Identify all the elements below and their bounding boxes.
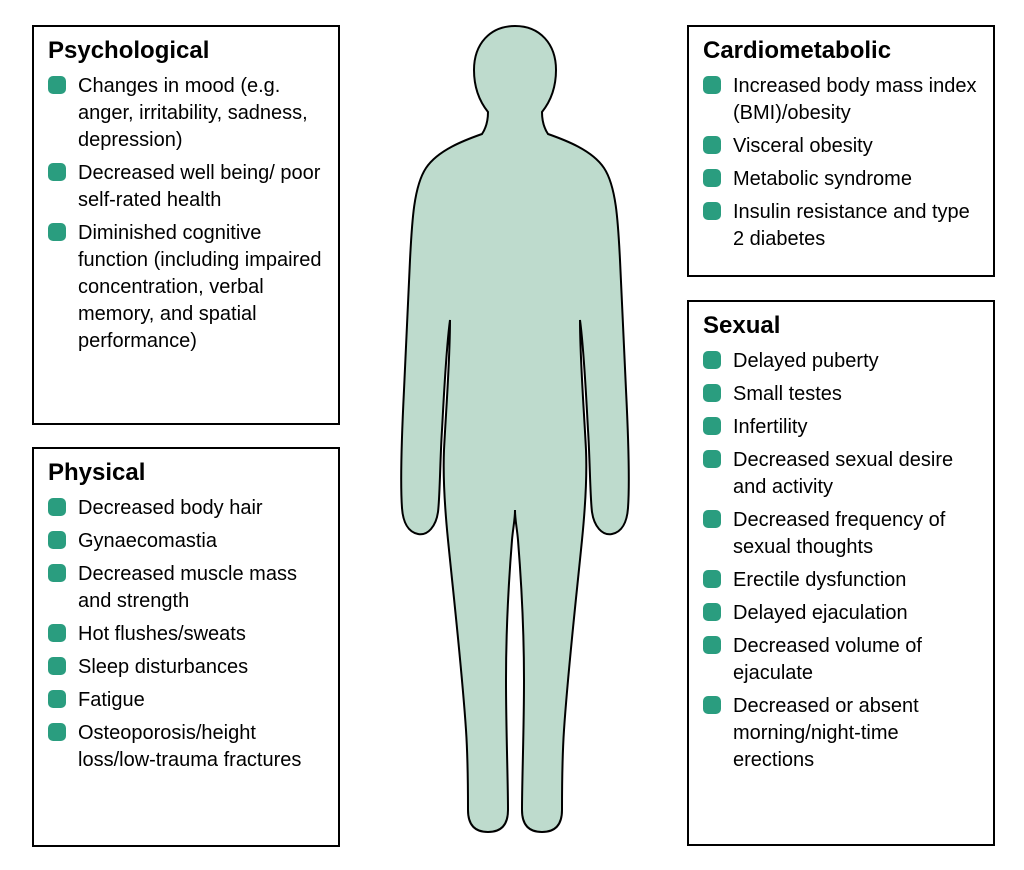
item-text: Decreased muscle mass and strength — [78, 561, 324, 615]
box-title-psychological: Psychological — [48, 37, 324, 65]
item-text: Osteoporosis/height loss/low-trauma frac… — [78, 720, 324, 774]
list-item: Insulin resistance and type 2 diabetes — [703, 199, 979, 253]
square-bullet-icon — [703, 202, 721, 220]
item-text: Decreased body hair — [78, 495, 263, 522]
item-text: Decreased frequency of sexual thoughts — [733, 507, 979, 561]
list-item: Visceral obesity — [703, 133, 979, 160]
list-item: Sleep disturbances — [48, 654, 324, 681]
body-silhouette — [370, 20, 660, 840]
box-title-physical: Physical — [48, 459, 324, 487]
item-list-physical: Decreased body hair Gynaecomastia Decrease… — [48, 495, 324, 774]
item-text: Delayed puberty — [733, 348, 879, 375]
item-text: Insulin resistance and type 2 diabetes — [733, 199, 979, 253]
square-bullet-icon — [703, 570, 721, 588]
category-box-physical: Physical Decreased body hair Gynaecomastia… — [32, 447, 340, 847]
item-text: Visceral obesity — [733, 133, 873, 160]
item-text: Decreased or absent morning/night-time e… — [733, 693, 979, 774]
list-item: Infertility — [703, 414, 979, 441]
square-bullet-icon — [48, 723, 66, 741]
square-bullet-icon — [48, 76, 66, 94]
list-item: Increased body mass index (BMI)/obesity — [703, 73, 979, 127]
square-bullet-icon — [48, 531, 66, 549]
square-bullet-icon — [703, 696, 721, 714]
item-text: Changes in mood (e.g. anger, irritabilit… — [78, 73, 324, 154]
square-bullet-icon — [703, 76, 721, 94]
list-item: Delayed puberty — [703, 348, 979, 375]
item-text: Diminished cognitive function (including… — [78, 220, 324, 355]
square-bullet-icon — [703, 510, 721, 528]
list-item: Delayed ejaculation — [703, 600, 979, 627]
list-item: Decreased volume of ejaculate — [703, 633, 979, 687]
item-text: Delayed ejaculation — [733, 600, 908, 627]
item-text: Decreased well being/ poor self-rated he… — [78, 160, 324, 214]
item-text: Erectile dysfunction — [733, 567, 906, 594]
list-item: Hot flushes/sweats — [48, 621, 324, 648]
square-bullet-icon — [703, 417, 721, 435]
item-text: Increased body mass index (BMI)/obesity — [733, 73, 979, 127]
item-list-sexual: Delayed puberty Small testes Infertility De… — [703, 348, 979, 774]
item-text: Decreased volume of ejaculate — [733, 633, 979, 687]
item-text: Infertility — [733, 414, 807, 441]
square-bullet-icon — [48, 657, 66, 675]
list-item: Decreased or absent morning/night-time e… — [703, 693, 979, 774]
list-item: Erectile dysfunction — [703, 567, 979, 594]
list-item: Changes in mood (e.g. anger, irritabilit… — [48, 73, 324, 154]
list-item: Fatigue — [48, 687, 324, 714]
item-list-psychological: Changes in mood (e.g. anger, irritabilit… — [48, 73, 324, 355]
square-bullet-icon — [48, 690, 66, 708]
square-bullet-icon — [703, 384, 721, 402]
item-text: Fatigue — [78, 687, 145, 714]
list-item: Gynaecomastia — [48, 528, 324, 555]
category-box-cardiometabolic: Cardiometabolic Increased body mass index… — [687, 25, 995, 277]
box-title-sexual: Sexual — [703, 312, 979, 340]
square-bullet-icon — [703, 636, 721, 654]
list-item: Decreased body hair — [48, 495, 324, 522]
square-bullet-icon — [703, 603, 721, 621]
item-text: Decreased sexual desire and activity — [733, 447, 979, 501]
item-text: Hot flushes/sweats — [78, 621, 246, 648]
box-title-cardiometabolic: Cardiometabolic — [703, 37, 979, 65]
list-item: Metabolic syndrome — [703, 166, 979, 193]
infographic-container: Psychological Changes in mood (e.g. anger… — [0, 0, 1024, 870]
body-silhouette-svg — [370, 20, 660, 840]
square-bullet-icon — [703, 169, 721, 187]
item-text: Sleep disturbances — [78, 654, 248, 681]
square-bullet-icon — [48, 223, 66, 241]
list-item: Osteoporosis/height loss/low-trauma frac… — [48, 720, 324, 774]
list-item: Decreased well being/ poor self-rated he… — [48, 160, 324, 214]
square-bullet-icon — [48, 624, 66, 642]
item-text: Small testes — [733, 381, 842, 408]
list-item: Decreased frequency of sexual thoughts — [703, 507, 979, 561]
list-item: Decreased muscle mass and strength — [48, 561, 324, 615]
list-item: Small testes — [703, 381, 979, 408]
square-bullet-icon — [703, 351, 721, 369]
square-bullet-icon — [48, 498, 66, 516]
category-box-sexual: Sexual Delayed puberty Small testes Inferti… — [687, 300, 995, 846]
square-bullet-icon — [48, 564, 66, 582]
list-item: Decreased sexual desire and activity — [703, 447, 979, 501]
item-text: Metabolic syndrome — [733, 166, 912, 193]
item-text: Gynaecomastia — [78, 528, 217, 555]
list-item: Diminished cognitive function (including… — [48, 220, 324, 355]
square-bullet-icon — [703, 450, 721, 468]
square-bullet-icon — [48, 163, 66, 181]
item-list-cardiometabolic: Increased body mass index (BMI)/obesity V… — [703, 73, 979, 253]
category-box-psychological: Psychological Changes in mood (e.g. anger… — [32, 25, 340, 425]
square-bullet-icon — [703, 136, 721, 154]
